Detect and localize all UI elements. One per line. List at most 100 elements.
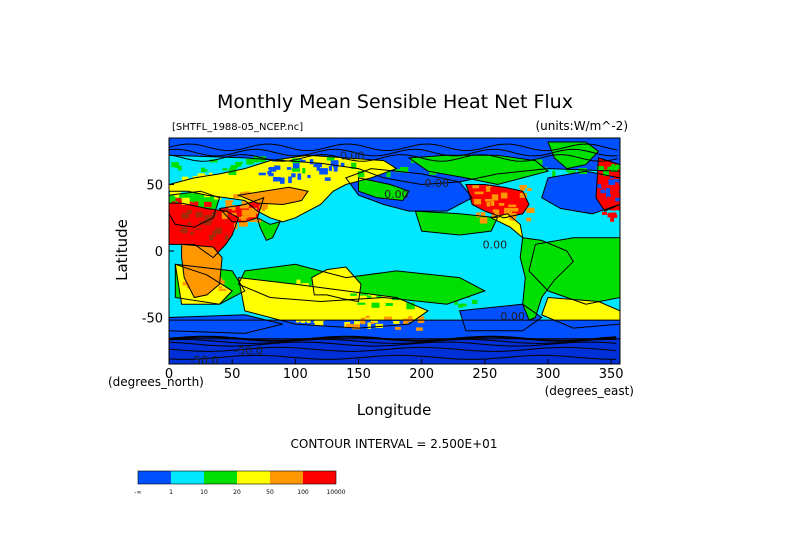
field-cell <box>286 167 292 170</box>
field-cell <box>218 288 227 291</box>
field-cell <box>351 305 359 313</box>
field-cell <box>186 283 194 289</box>
field-cell <box>453 167 461 173</box>
field-cell <box>485 199 492 202</box>
field-cell <box>285 288 295 294</box>
field-cell <box>214 277 222 282</box>
field-cell <box>328 165 332 171</box>
contour-southern-band-blue <box>169 319 620 364</box>
field-cell <box>619 180 620 186</box>
field-cell <box>424 284 433 289</box>
legend-tick-label: 1 <box>169 489 173 496</box>
field-cell <box>608 179 615 185</box>
field-cell <box>383 316 392 321</box>
field-cell <box>242 176 251 180</box>
field-cell <box>314 305 322 310</box>
field-cell <box>289 284 296 289</box>
field-cell <box>175 226 179 229</box>
field-cell <box>205 284 211 287</box>
field-cell <box>571 192 576 198</box>
legend-frame <box>137 470 337 485</box>
field-cell <box>173 191 180 196</box>
field-cell <box>444 298 448 303</box>
field-cell <box>223 189 228 194</box>
field-cell <box>606 188 610 195</box>
field-cell <box>504 207 512 214</box>
field-cell <box>361 312 371 318</box>
field-cell <box>611 163 615 171</box>
field-cell <box>296 279 301 285</box>
legend-tick-label: 10 <box>200 489 208 496</box>
contour-label: 0.00 <box>483 238 508 251</box>
field-cell <box>365 315 370 319</box>
field-cell <box>480 212 486 217</box>
field-cell <box>204 215 213 221</box>
field-cell <box>171 216 176 221</box>
field-cell <box>241 216 247 221</box>
field-cell <box>209 266 213 273</box>
field-cell <box>175 198 182 202</box>
field-cell <box>314 311 320 314</box>
field-cell <box>340 162 345 167</box>
field-cell <box>175 225 185 233</box>
field-cell <box>406 302 415 310</box>
field-cell <box>526 217 532 222</box>
field-cell <box>179 199 183 203</box>
field-cell <box>603 169 609 177</box>
field-cell <box>558 193 562 198</box>
field-cell <box>293 161 300 169</box>
field-cell <box>472 185 480 189</box>
field-cell <box>173 214 183 217</box>
contour-equatorial-atlantic-green <box>528 237 620 305</box>
field-cell <box>233 194 240 199</box>
field-cell <box>248 211 256 218</box>
field-cell <box>606 194 612 199</box>
field-cell <box>403 318 409 324</box>
y-tick-label: 50 <box>146 179 163 194</box>
field-cell <box>429 168 437 175</box>
field-cell <box>177 215 185 222</box>
contour-interval: CONTOUR INTERVAL = 2.500E+01 <box>291 437 498 451</box>
field-cell <box>316 283 320 287</box>
field-cell <box>376 291 382 298</box>
field-cell <box>214 275 220 279</box>
field-cell <box>418 292 422 297</box>
north-america-north <box>409 155 548 185</box>
x-axis-label: Longitude <box>357 401 432 419</box>
field-cell <box>324 281 331 286</box>
legend-bin <box>237 471 270 484</box>
field-cell <box>375 288 380 294</box>
field-cell <box>255 283 260 288</box>
contour-antarctic <box>169 346 617 352</box>
field-cell <box>292 158 300 164</box>
field-cell <box>273 177 281 182</box>
field-cell <box>169 222 178 229</box>
contour-greenland <box>547 141 600 170</box>
field-cell <box>179 220 187 223</box>
field-cell <box>181 212 190 219</box>
field-cell <box>613 186 620 190</box>
field-cell <box>291 173 296 178</box>
field-cell <box>304 288 312 296</box>
field-cell <box>185 216 192 223</box>
field-cell <box>241 209 250 216</box>
field-cell <box>312 297 317 304</box>
legend-tick-label: 20 <box>233 489 241 496</box>
legend-tick-label: 100 <box>297 489 309 496</box>
field-cell <box>253 157 260 163</box>
field-cell <box>461 303 467 307</box>
field-cell <box>182 281 190 286</box>
field-cell <box>357 302 366 305</box>
field-cell <box>615 197 620 202</box>
field-cell <box>549 197 555 203</box>
field-cell <box>479 217 488 224</box>
field-cell <box>366 285 375 292</box>
field-cell <box>190 226 195 231</box>
field-cell <box>332 303 341 309</box>
field-cell <box>202 183 206 190</box>
contour-south-pacific-blue <box>458 303 543 332</box>
contour-label: 0.00 <box>340 149 365 162</box>
field-cell <box>296 159 306 162</box>
field-cell <box>316 164 320 171</box>
field-cell <box>268 167 278 170</box>
